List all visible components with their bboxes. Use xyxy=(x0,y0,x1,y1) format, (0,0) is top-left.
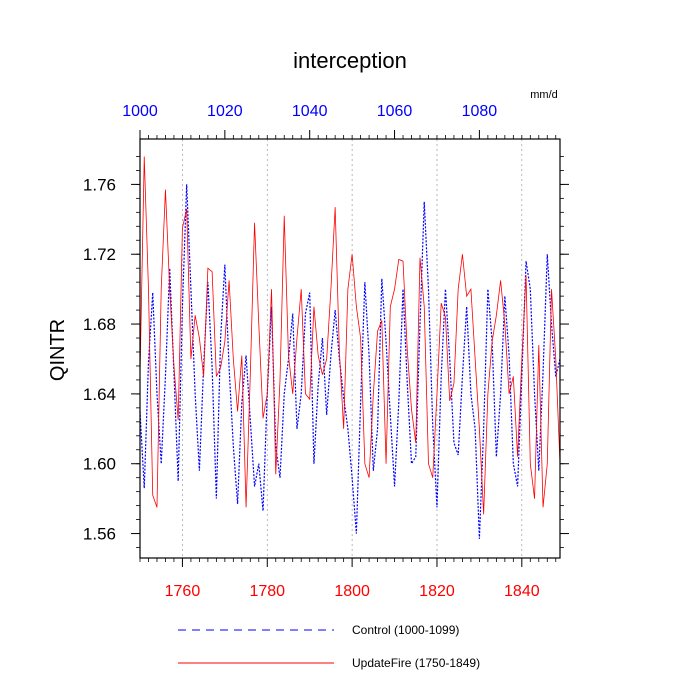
x-bottom-tick-label: 1760 xyxy=(165,583,201,600)
x-bottom-tick-label: 1820 xyxy=(419,583,455,600)
units-label: mm/d xyxy=(530,89,558,101)
chart-title: interception xyxy=(293,48,407,73)
x-top-tick-label: 1020 xyxy=(207,103,243,120)
plot-frame xyxy=(139,138,561,559)
y-tick-label: 1.76 xyxy=(83,175,116,194)
gridlines xyxy=(182,139,523,558)
y-tick-label: 1.68 xyxy=(83,315,116,334)
ticks-layer: 1.56 1.60 1.64 1.68 1.72 1.76 1760 1780 1800 1820… xyxy=(83,103,569,600)
x-top-tick-label: 1080 xyxy=(462,103,498,120)
x-top-tick-label: 1060 xyxy=(377,103,413,120)
y-tick-label: 1.72 xyxy=(83,245,116,264)
y-tick-label: 1.60 xyxy=(83,455,116,474)
series-layer xyxy=(139,156,561,539)
y-tick-label: 1.64 xyxy=(83,385,116,404)
legend-label-control: Control (1000-1099) xyxy=(352,623,459,637)
series-line-updatefire xyxy=(139,156,561,515)
y-axis-label: QINTR xyxy=(47,319,69,381)
x-bottom-tick-label: 1780 xyxy=(249,583,285,600)
x-bottom-tick-label: 1800 xyxy=(334,583,370,600)
x-top-tick-label: 1040 xyxy=(292,103,328,120)
x-top-tick-label: 1000 xyxy=(122,103,158,120)
series-line-control xyxy=(139,184,561,539)
y-tick-label: 1.56 xyxy=(83,525,116,544)
x-bottom-tick-label: 1840 xyxy=(504,583,540,600)
legend-label-updatefire: UpdateFire (1750-1849) xyxy=(352,656,480,670)
legend: Control (1000-1099) UpdateFire (1750-184… xyxy=(178,623,480,670)
